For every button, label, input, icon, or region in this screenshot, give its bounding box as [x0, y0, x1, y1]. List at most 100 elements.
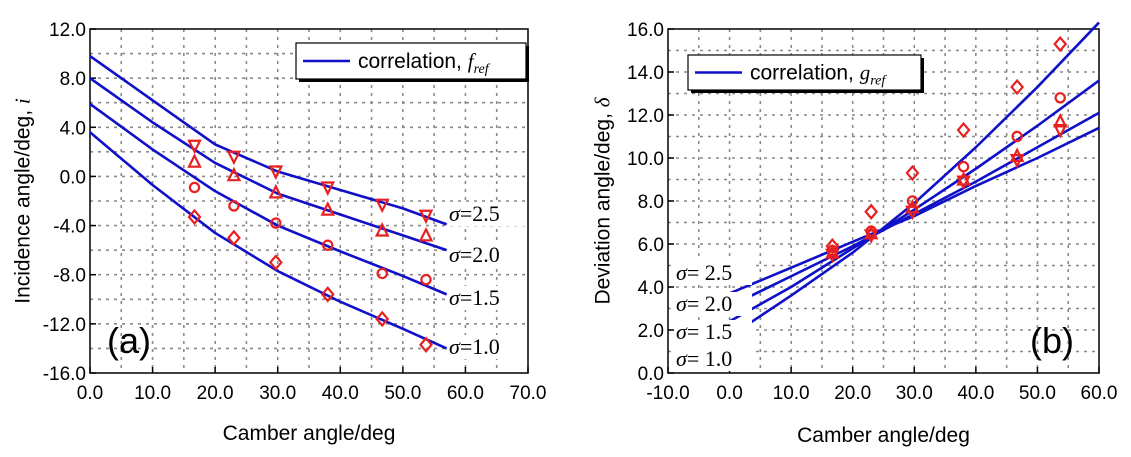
- series-label-background: [447, 243, 525, 267]
- x-tick-label: 50.0: [1019, 383, 1056, 404]
- y-tick-label: 4.0: [60, 118, 86, 139]
- series-label-background: [447, 202, 525, 226]
- x-axis-title: Camber angle/deg: [223, 422, 396, 445]
- data-point-triangle-down: [226, 150, 242, 166]
- legend-label-symbol: g: [860, 61, 871, 85]
- plot-frame: [89, 28, 529, 374]
- x-tick-label: 30.0: [259, 383, 296, 404]
- data-point-diamond: [1053, 35, 1068, 53]
- series-label-value: = 1.5: [687, 319, 732, 344]
- series-label: σ=1.0: [449, 334, 500, 359]
- y-tick-label: 8.0: [60, 69, 86, 90]
- y-axis-title-symbol: δ: [590, 96, 614, 107]
- data-point-circle: [376, 267, 388, 280]
- data-point-diamond: [1010, 78, 1025, 96]
- x-tick-label: -10.0: [646, 383, 689, 404]
- x-tick-label: 70.0: [510, 383, 547, 404]
- x-tick-label: 0.0: [77, 383, 103, 404]
- correlation-curve-2: [89, 102, 448, 296]
- data-point-diamond: [226, 229, 241, 247]
- series-label: σ=2.0: [449, 242, 500, 267]
- series-label-value: = 2.0: [687, 291, 732, 316]
- x-tick-label: 60.0: [447, 383, 484, 404]
- data-point-diamond: [268, 254, 283, 271]
- data-markers: [187, 139, 434, 353]
- x-tick-label: 10.0: [134, 383, 171, 404]
- data-point-diamond: [375, 310, 390, 328]
- y-tick-label: 8.0: [638, 192, 664, 213]
- series-label-value: =1.0: [460, 334, 500, 359]
- data-point-triangle-up: [226, 166, 242, 182]
- series-label-symbol: σ: [676, 346, 688, 371]
- x-tick-label: 10.0: [773, 383, 810, 404]
- series-label: σ=2.5: [449, 201, 500, 226]
- correlation-curve-1: [89, 77, 448, 252]
- legend-label-subscript: ref: [870, 74, 887, 89]
- y-tick-label: 6.0: [638, 235, 664, 256]
- data-point-diamond: [825, 237, 840, 255]
- series-label: σ= 2.5: [676, 260, 732, 285]
- series-label-symbol: σ: [676, 319, 688, 344]
- y-axis-title-symbol: i: [10, 98, 34, 104]
- series-label-value: = 2.5: [687, 260, 732, 285]
- y-tick-label: 0.0: [638, 364, 664, 385]
- data-point-triangle-down: [418, 209, 434, 225]
- data-point-triangle-down: [956, 175, 971, 191]
- data-point-circle: [322, 239, 334, 251]
- panel-a-chart: 0.0 10.0 20.0 30.0 40.0 50.0 60.0 70.0 -16.0 -12.…: [10, 20, 546, 445]
- data-point-triangle-up: [863, 224, 879, 240]
- series-label-background: [447, 286, 525, 310]
- correlation-curve-3: [89, 131, 448, 350]
- data-point-circle: [270, 217, 282, 229]
- series-label-symbol: σ: [676, 291, 688, 316]
- legend-label-text: correlation,: [358, 50, 468, 73]
- data-point-circle: [420, 273, 432, 286]
- y-tick-label: 14.0: [627, 63, 664, 84]
- data-point-triangle-up: [268, 183, 284, 199]
- data-point-diamond: [905, 164, 920, 182]
- series-label-value: =2.0: [460, 242, 500, 267]
- data-point-triangle-up: [956, 171, 971, 186]
- legend-label-subscript: ref: [474, 62, 491, 77]
- data-point-triangle-up: [418, 226, 434, 242]
- data-point-diamond: [187, 208, 202, 226]
- series-label-symbol: σ: [449, 334, 461, 359]
- legend: correlation, fref: [295, 42, 529, 82]
- series-label: σ= 1.5: [676, 319, 732, 344]
- data-point-circle: [1054, 92, 1066, 104]
- data-point-circle: [826, 244, 839, 257]
- x-tick-label: 30.0: [896, 383, 933, 404]
- series-label: σ=1.5: [449, 285, 500, 310]
- series-label-value: = 1.0: [687, 346, 732, 371]
- series-label-symbol: σ: [449, 285, 461, 310]
- panel-b-chart: -10.0 0.0 10.0 20.0 30.0 40.0 50.0 60.00.02.04.…: [590, 20, 1117, 447]
- data-point-circle: [1011, 130, 1023, 143]
- x-tick-label: 50.0: [384, 383, 421, 404]
- legend: correlation, gref: [687, 54, 924, 93]
- series-label-symbol: σ: [449, 201, 461, 226]
- data-point-circle: [865, 225, 877, 237]
- data-point-triangle-up: [1009, 147, 1025, 162]
- legend-label: correlation, gref: [750, 61, 887, 89]
- panel-letter: (a): [107, 320, 151, 361]
- y-tick-label: -8.0: [53, 266, 86, 287]
- y-tick-label: 10.0: [627, 149, 664, 170]
- series-label-background: [674, 320, 752, 344]
- data-point-circle: [957, 160, 970, 173]
- x-tick-label: 40.0: [322, 383, 359, 404]
- data-point-triangle-down: [187, 139, 202, 155]
- correlation-curve-2: [728, 79, 1100, 323]
- data-point-circle: [906, 195, 919, 207]
- legend-label: correlation, fref: [358, 49, 491, 77]
- data-point-diamond: [419, 336, 433, 353]
- y-axis-title: Deviation angle/deg, δ: [590, 96, 614, 304]
- series-label: σ= 2.0: [676, 291, 732, 316]
- data-point-triangle-up: [1052, 112, 1068, 128]
- legend-label-text: correlation,: [750, 62, 860, 85]
- x-tick-label: 40.0: [957, 383, 994, 404]
- panel-letter: (b): [1030, 320, 1074, 361]
- y-tick-label: -12.0: [43, 315, 86, 336]
- series-label: σ= 1.0: [676, 346, 732, 371]
- x-axis-title: Camber angle/deg: [797, 424, 970, 447]
